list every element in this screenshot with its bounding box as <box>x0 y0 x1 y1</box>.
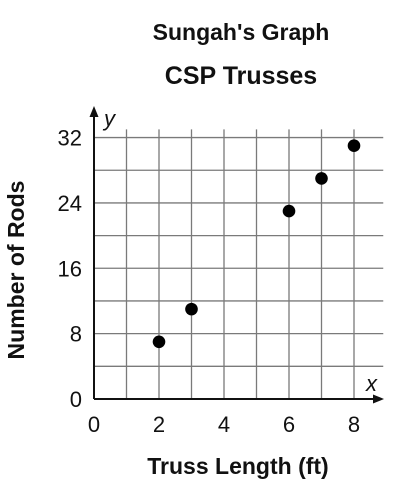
chart-title: CSP Trusses <box>165 62 317 90</box>
x-tick-label: 0 <box>88 412 100 437</box>
y-tick-label: 0 <box>70 387 82 412</box>
x-tick-label: 4 <box>218 412 230 437</box>
data-point <box>282 204 296 218</box>
x-axis-arrow <box>373 394 384 404</box>
y-axis-title: Number of Rods <box>3 181 29 360</box>
x-tick-label: 8 <box>348 412 360 437</box>
data-point <box>152 335 166 349</box>
y-tick-label: 8 <box>70 322 82 347</box>
data-point <box>347 139 361 153</box>
x-tick-label: 2 <box>153 412 165 437</box>
x-axis-title: Truss Length (ft) <box>147 453 328 479</box>
chart-supertitle: Sungah's Graph <box>153 19 330 45</box>
y-axis-arrow <box>89 106 99 117</box>
y-axis-variable: y <box>102 106 117 131</box>
y-tick-label: 24 <box>58 191 82 216</box>
x-tick-label: 6 <box>283 412 295 437</box>
x-axis-variable: x <box>365 371 378 396</box>
y-tick-label: 32 <box>58 126 82 151</box>
data-point <box>315 172 328 185</box>
y-tick-label: 16 <box>58 256 82 281</box>
data-point <box>185 302 198 316</box>
